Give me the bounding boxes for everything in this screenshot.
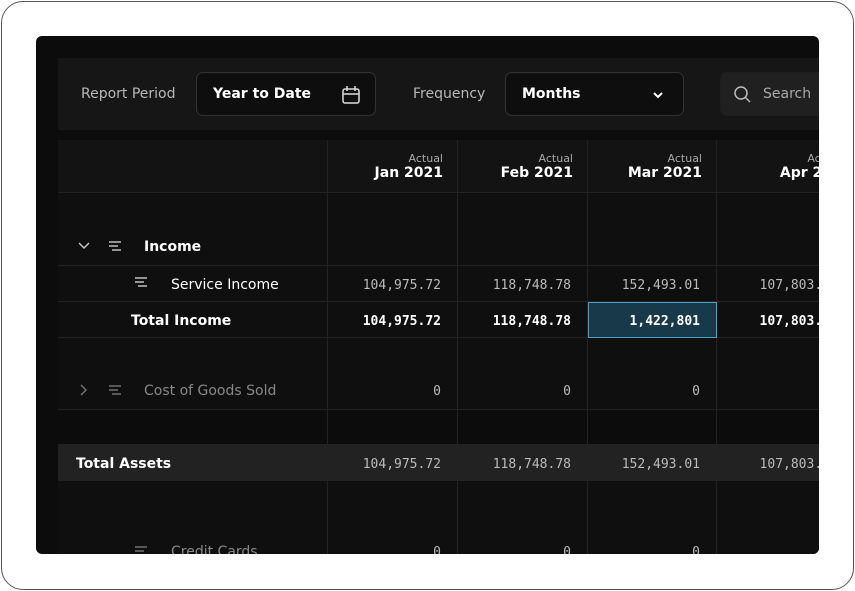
- period-label: Report Period: [81, 86, 176, 102]
- row-label: Income: [144, 239, 202, 255]
- frequency-label: Frequency: [413, 86, 486, 102]
- row-label: Total Assets: [76, 456, 172, 472]
- row-label: Cost of Goods Sold: [144, 383, 277, 399]
- value-cell: [717, 193, 819, 266]
- value-cell: 0: [328, 481, 458, 554]
- lines-icon: [135, 277, 147, 287]
- search-box[interactable]: Search: [720, 72, 819, 116]
- value-cell: [458, 193, 588, 266]
- value-cell: 152,493.01: [588, 266, 717, 302]
- value-cell: 104,975.72: [328, 445, 458, 481]
- toolbar: Report Period Year to Date Frequency Mon…: [58, 58, 819, 130]
- lines-icon: [135, 546, 147, 552]
- value-cell: [328, 193, 458, 266]
- spacer-cell: [717, 410, 819, 445]
- column-kind: Actu: [807, 151, 819, 165]
- row-label-cell: Total Assets: [58, 445, 328, 481]
- column-period: Feb 2021: [500, 164, 573, 181]
- row-label: Service Income: [171, 277, 279, 293]
- calendar-icon: [342, 86, 360, 104]
- row-label-cell: Income: [58, 193, 328, 266]
- report-table: Actual Jan 2021 Actual Feb 2021 Actual Mar 20…: [58, 140, 819, 554]
- row-label-cell: Credit Cards: [58, 481, 328, 554]
- header-cell: [58, 140, 328, 193]
- value-cell: 0: [588, 338, 717, 410]
- spacer-cell: [458, 410, 588, 445]
- column-kind: Actual: [667, 151, 702, 165]
- value-cell: [588, 193, 717, 266]
- value-cell: 0: [588, 481, 717, 554]
- value-cell: 0: [458, 338, 588, 410]
- value-cell: 107,803.6: [717, 302, 819, 338]
- value-cell: 152,493.01: [588, 445, 717, 481]
- row-label: Credit Cards: [171, 544, 258, 554]
- frequency-select[interactable]: Months: [505, 72, 684, 116]
- column-period: Apr 20: [779, 164, 819, 181]
- spacer-cell: [328, 410, 458, 445]
- selected-cell[interactable]: 1,422,801: [588, 302, 717, 338]
- row-label-cell: Service Income: [58, 266, 328, 302]
- value-cell: 104,975.72: [328, 302, 458, 338]
- row-label-cell: Cost of Goods Sold: [58, 338, 328, 410]
- row-label: Total Income: [131, 313, 232, 329]
- spacer-cell: [58, 410, 328, 445]
- lines-icon: [109, 385, 121, 395]
- search-icon: [734, 86, 751, 103]
- value-cell: [717, 481, 819, 554]
- value-cell: 118,748.78: [458, 302, 588, 338]
- chevron-right: [80, 384, 87, 396]
- frequency-value: Months: [522, 86, 581, 102]
- value-cell: 0: [328, 338, 458, 410]
- chevron-down: [78, 242, 90, 249]
- value-cell: 107,803.6: [717, 266, 819, 302]
- column-header: Actual Feb 2021: [458, 140, 588, 193]
- spacer-cell: [588, 410, 717, 445]
- value-cell: 118,748.78: [458, 445, 588, 481]
- column-header: Actual Jan 2021: [328, 140, 458, 193]
- value-cell: 104,975.72: [328, 266, 458, 302]
- value-cell: 107,803.6: [717, 445, 819, 481]
- row-label-cell: Total Income: [58, 302, 328, 338]
- search-placeholder: Search: [763, 86, 812, 102]
- value-cell: 0: [458, 481, 588, 554]
- period-value: Year to Date: [213, 86, 312, 102]
- period-select[interactable]: Year to Date: [196, 72, 376, 116]
- value-cell: 118,748.78: [458, 266, 588, 302]
- column-kind: Actual: [538, 151, 573, 165]
- column-period: Mar 2021: [627, 164, 702, 181]
- column-header: Actual Mar 2021: [588, 140, 717, 193]
- column-period: Jan 2021: [374, 164, 443, 181]
- dropdown-chevron: [653, 92, 663, 99]
- column-kind: Actual: [408, 151, 443, 165]
- column-header: ActuApr 20: [717, 140, 819, 193]
- report-panel: Report Period Year to Date Frequency Mon…: [36, 36, 819, 554]
- value-cell: [717, 338, 819, 410]
- lines-icon: [109, 241, 121, 251]
